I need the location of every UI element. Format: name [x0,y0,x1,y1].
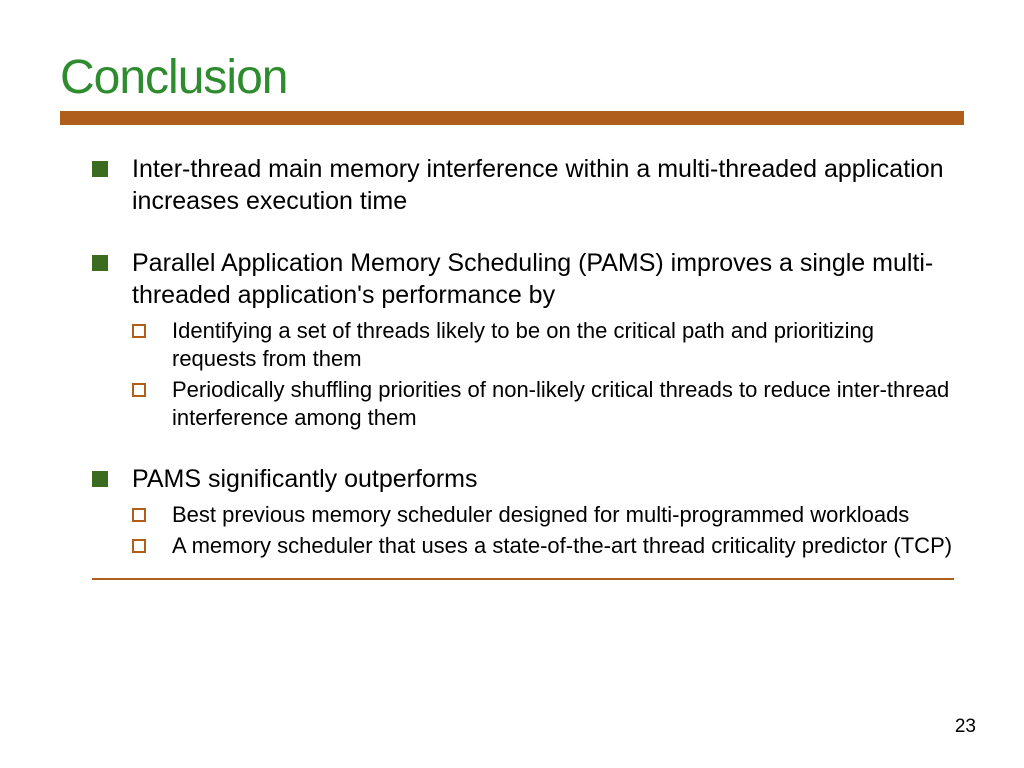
slide-title: Conclusion [60,50,964,105]
bullet-text: Parallel Application Memory Scheduling (… [132,247,954,311]
title-rule [60,111,964,125]
sub-bullet-text: Periodically shuffling priorities of non… [172,376,954,432]
square-bullet-icon [92,161,108,177]
hollow-square-bullet-icon [132,324,146,338]
bullet-level2: Identifying a set of threads likely to b… [132,317,954,373]
square-bullet-icon [92,471,108,487]
hollow-square-bullet-icon [132,383,146,397]
bullet-level2: Periodically shuffling priorities of non… [132,376,954,432]
bullet-level1: PAMS significantly outperforms [92,463,954,495]
sub-bullet-text: Identifying a set of threads likely to b… [172,317,954,373]
bullet-text: Inter-thread main memory interference wi… [132,153,954,217]
sub-bullet-group: Best previous memory scheduler designed … [92,501,954,560]
bullet-level2: Best previous memory scheduler designed … [132,501,954,529]
sub-bullet-group: Identifying a set of threads likely to b… [92,317,954,433]
sub-bullet-text: A memory scheduler that uses a state-of-… [172,532,952,560]
content-area: Inter-thread main memory interference wi… [60,153,964,580]
sub-bullet-text: Best previous memory scheduler designed … [172,501,909,529]
hollow-square-bullet-icon [132,539,146,553]
bullet-level1: Inter-thread main memory interference wi… [92,153,954,217]
page-number: 23 [955,716,976,738]
slide: Conclusion Inter-thread main memory inte… [0,0,1024,768]
square-bullet-icon [92,255,108,271]
bottom-rule [92,578,954,580]
bullet-text: PAMS significantly outperforms [132,463,478,495]
bullet-level2: A memory scheduler that uses a state-of-… [132,532,954,560]
hollow-square-bullet-icon [132,508,146,522]
bullet-level1: Parallel Application Memory Scheduling (… [92,247,954,311]
